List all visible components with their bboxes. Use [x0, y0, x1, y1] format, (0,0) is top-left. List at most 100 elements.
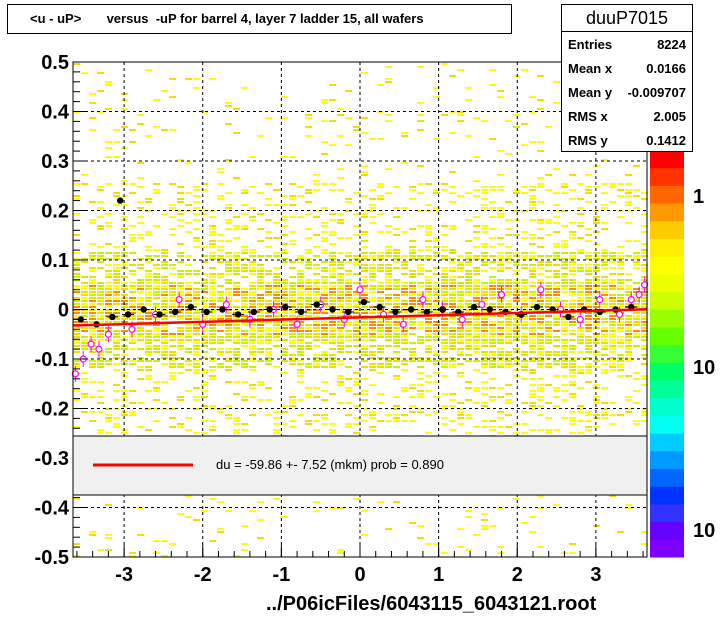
- heat-cell: [113, 333, 120, 335]
- heat-cell: [505, 321, 512, 323]
- heat-cell: [537, 237, 544, 239]
- fit-line: [72, 308, 648, 327]
- heat-cell: [129, 312, 136, 314]
- heat-cell: [201, 432, 208, 434]
- heat-cell: [321, 297, 328, 299]
- heat-cell: [209, 279, 216, 281]
- heat-cell: [537, 309, 544, 311]
- heat-cell: [249, 339, 256, 341]
- heat-cell: [481, 381, 488, 383]
- heat-cell: [169, 288, 176, 290]
- heat-cell: [521, 237, 528, 239]
- heat-cell: [353, 258, 360, 260]
- heat-cell: [177, 366, 184, 368]
- heat-cell: [281, 156, 288, 158]
- heat-cell: [313, 210, 320, 212]
- heat-cell: [217, 351, 224, 353]
- heat-cell: [129, 282, 136, 284]
- heat-cell: [273, 300, 280, 302]
- heat-cell: [97, 189, 104, 191]
- heat-cell: [617, 336, 624, 338]
- heat-cell: [361, 510, 368, 512]
- heat-cell: [617, 300, 624, 302]
- heat-cell: [449, 285, 456, 287]
- heat-cell: [601, 303, 608, 305]
- heat-cell: [177, 396, 184, 398]
- heat-cell: [497, 327, 504, 329]
- heat-cell: [369, 267, 376, 269]
- heat-cell: [121, 264, 128, 266]
- heat-cell: [449, 333, 456, 335]
- heat-cell: [633, 336, 640, 338]
- heat-cell: [233, 339, 240, 341]
- heat-cell: [281, 300, 288, 302]
- heat-cell: [545, 351, 552, 353]
- heat-cell: [297, 285, 304, 287]
- heat-cell: [425, 183, 432, 185]
- heat-cell: [465, 417, 472, 419]
- heat-cell: [169, 264, 176, 266]
- heat-cell: [425, 543, 432, 545]
- heat-cell: [353, 264, 360, 266]
- heat-cell: [401, 300, 408, 302]
- heat-cell: [505, 285, 512, 287]
- heat-cell: [537, 219, 544, 221]
- heat-cell: [73, 360, 80, 362]
- heat-cell: [241, 252, 248, 254]
- heat-cell: [233, 351, 240, 353]
- heat-cell: [473, 426, 480, 428]
- heat-cell: [89, 327, 96, 329]
- heat-cell: [609, 336, 616, 338]
- heat-cell: [417, 306, 424, 308]
- heat-cell: [489, 138, 496, 140]
- heat-cell: [161, 300, 168, 302]
- heat-cell: [497, 333, 504, 335]
- heat-cell: [441, 285, 448, 287]
- heat-cell: [577, 336, 584, 338]
- heat-cell: [145, 297, 152, 299]
- heat-cell: [225, 318, 232, 320]
- heat-cell: [321, 279, 328, 281]
- heat-cell: [185, 318, 192, 320]
- heat-cell: [89, 336, 96, 338]
- heat-cell: [193, 273, 200, 275]
- heat-cell: [177, 513, 184, 515]
- heat-cell: [353, 129, 360, 131]
- heat-cell: [353, 312, 360, 314]
- heat-cell: [385, 327, 392, 329]
- heat-cell: [465, 312, 472, 314]
- heat-cell: [281, 405, 288, 407]
- heat-cell: [545, 303, 552, 305]
- heat-cell: [297, 348, 304, 350]
- heat-cell: [281, 327, 288, 329]
- heat-cell: [393, 216, 400, 218]
- heat-cell: [457, 315, 464, 317]
- heat-cell: [337, 294, 344, 296]
- heat-cell: [329, 183, 336, 185]
- heat-cell: [529, 297, 536, 299]
- heat-cell: [601, 414, 608, 416]
- heat-cell: [73, 285, 80, 287]
- heat-cell: [225, 159, 232, 161]
- heat-cell: [417, 525, 424, 527]
- heat-cell: [241, 381, 248, 383]
- heat-cell: [433, 330, 440, 332]
- heat-cell: [441, 279, 448, 281]
- heat-cell: [105, 264, 112, 266]
- heat-cell: [273, 324, 280, 326]
- heat-cell: [449, 420, 456, 422]
- heat-cell: [561, 261, 568, 263]
- heat-cell: [121, 282, 128, 284]
- heat-cell: [105, 420, 112, 422]
- heat-cell: [393, 366, 400, 368]
- heat-cell: [457, 417, 464, 419]
- heat-cell: [169, 309, 176, 311]
- heat-cell: [177, 201, 184, 203]
- heat-cell: [225, 297, 232, 299]
- heat-cell: [129, 414, 136, 416]
- heat-cell: [233, 363, 240, 365]
- heat-cell: [593, 360, 600, 362]
- heat-cell: [89, 258, 96, 260]
- heat-cell: [241, 270, 248, 272]
- heat-cell: [577, 297, 584, 299]
